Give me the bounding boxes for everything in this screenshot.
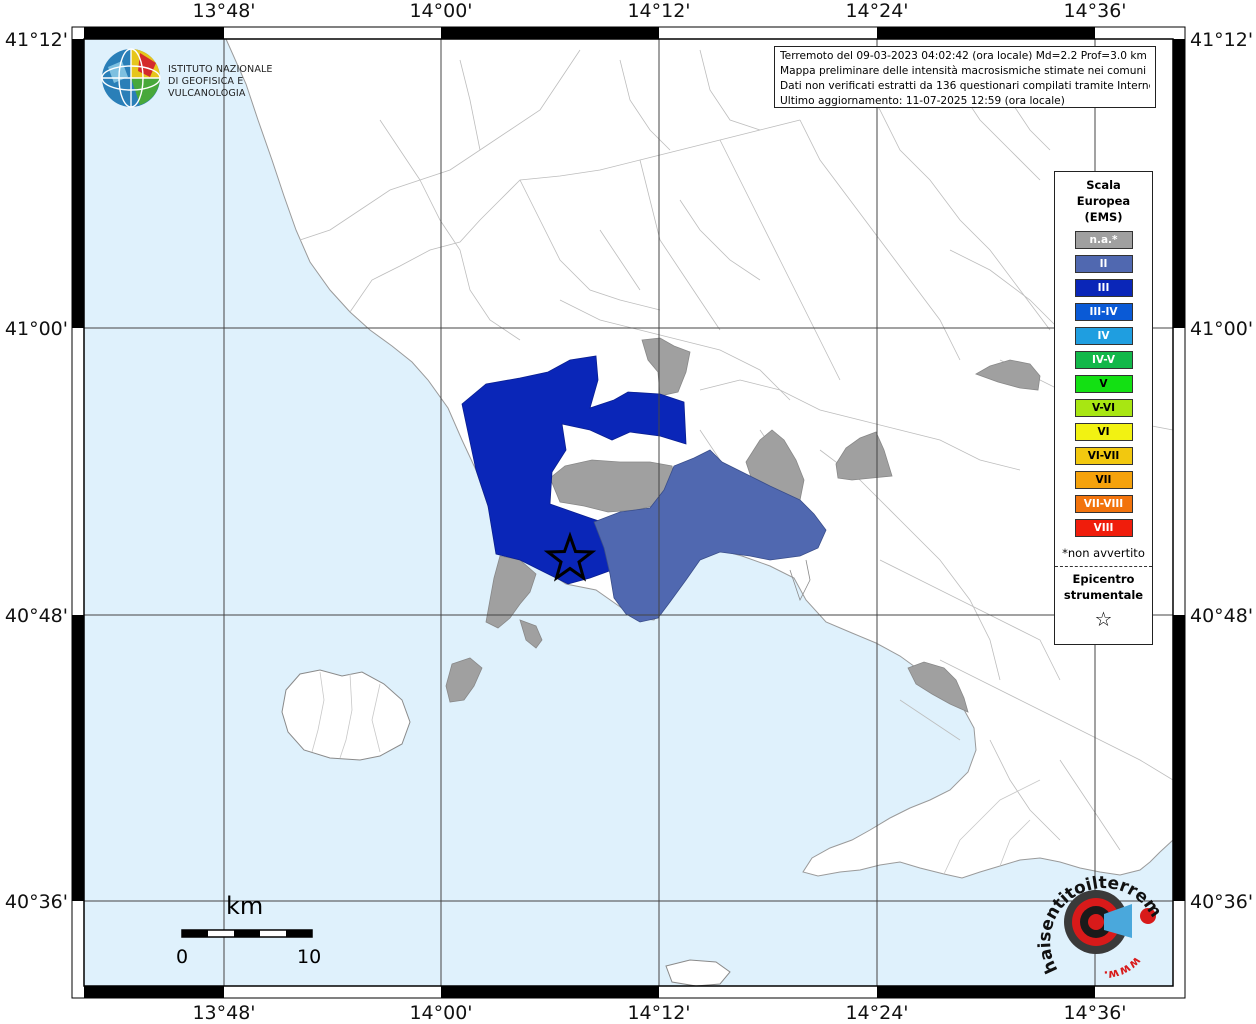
legend-swatches: n.a.* II III III-IV IV IV-V V V-VI VI VI-VII VII VI… bbox=[1055, 231, 1152, 537]
event-info-line: Mappa preliminare delle intensità macros… bbox=[780, 65, 1147, 77]
lon-label-top: 14°24' bbox=[845, 0, 908, 22]
top-longitude-labels: 13°48' 14°00' 14°12' 14°24' 14°36' bbox=[192, 0, 1126, 22]
event-info-line: Dati non verificati estratti da 136 ques… bbox=[780, 80, 1150, 92]
legend-title-line: Scala bbox=[1086, 178, 1121, 192]
ingv-globe-icon bbox=[101, 48, 161, 108]
legend-swatch: n.a.* bbox=[1074, 231, 1133, 249]
lat-label-right: 40°36' bbox=[1190, 891, 1253, 913]
legend-title-line: Europea bbox=[1076, 194, 1131, 208]
legend-swatch: VIII bbox=[1074, 519, 1133, 537]
lat-label-right: 41°00' bbox=[1190, 318, 1253, 340]
lat-label-left: 41°00' bbox=[5, 318, 68, 340]
ischia-boundaries bbox=[311, 671, 381, 759]
legend-swatch: VI-VII bbox=[1074, 447, 1133, 465]
lat-label-left: 40°36' bbox=[5, 891, 68, 913]
hai-sentito-il-terremoto-logo-icon: haisentitoilterremoto.it www. bbox=[1022, 837, 1168, 982]
epicenter-title-line: strumentale bbox=[1063, 588, 1144, 602]
legend-epicenter-star-icon: ☆ bbox=[1094, 607, 1113, 631]
legend-swatch: VII-VIII bbox=[1074, 495, 1133, 513]
legend-swatch: IV-V bbox=[1074, 351, 1133, 369]
peninsula-boundaries bbox=[943, 779, 1041, 875]
epicenter-star-icon bbox=[543, 531, 597, 582]
area-not-felt bbox=[445, 337, 1041, 713]
scale-min: 0 bbox=[176, 946, 189, 968]
ingv-name-line2: DI GEOFISICA E VULCANOLOGIA bbox=[168, 76, 246, 99]
lon-label-top: 13°48' bbox=[192, 0, 255, 22]
lat-label-left: 40°48' bbox=[5, 605, 68, 627]
legend-title-line: (EMS) bbox=[1084, 210, 1123, 224]
lon-label-bottom: 14°36' bbox=[1063, 1002, 1126, 1024]
lon-label-top: 14°36' bbox=[1063, 0, 1126, 22]
right-latitude-labels: 41°12' 41°00' 40°48' 40°36' bbox=[1190, 29, 1253, 913]
lon-label-bottom: 13°48' bbox=[192, 1002, 255, 1024]
lat-label-right: 40°48' bbox=[1190, 605, 1253, 627]
coastline-detail bbox=[789, 559, 811, 602]
event-info-box: Terremoto del 09-03-2023 04:02:42 (ora l… bbox=[774, 46, 1156, 108]
legend-swatch: V bbox=[1074, 375, 1133, 393]
left-latitude-labels: 41°12' 41°00' 40°48' 40°36' bbox=[5, 29, 68, 913]
legend-swatch: III bbox=[1074, 279, 1133, 297]
area-intensity-ii bbox=[593, 449, 827, 623]
lon-label-bottom: 14°24' bbox=[845, 1002, 908, 1024]
legend-swatch: VII bbox=[1074, 471, 1133, 489]
ingv-name-line1: ISTITUTO NAZIONALE bbox=[168, 64, 273, 75]
bottom-longitude-labels: 13°48' 14°00' 14°12' 14°24' 14°36' bbox=[192, 1002, 1126, 1024]
scale-unit: km bbox=[226, 892, 264, 920]
legend-swatch: III-IV bbox=[1074, 303, 1133, 321]
lon-label-bottom: 14°12' bbox=[627, 1002, 690, 1024]
event-info-line: Terremoto del 09-03-2023 04:02:42 (ora l… bbox=[780, 50, 1147, 62]
lat-label-left: 41°12' bbox=[5, 29, 68, 51]
scale-bar bbox=[181, 929, 313, 938]
lon-label-top: 14°12' bbox=[627, 0, 690, 22]
ems-legend: Scala Europea (EMS) n.a.* II III III-IV IV IV… bbox=[1054, 171, 1153, 645]
lat-label-right: 41°12' bbox=[1190, 29, 1253, 51]
scale-max: 10 bbox=[297, 946, 322, 968]
svg-text:www.: www. bbox=[1103, 954, 1144, 982]
lon-label-top: 14°00' bbox=[409, 0, 472, 22]
lon-label-bottom: 14°00' bbox=[409, 1002, 472, 1024]
legend-swatch: V-VI bbox=[1074, 399, 1133, 417]
map-frame bbox=[71, 26, 1186, 999]
legend-swatch: II bbox=[1074, 255, 1133, 273]
epicenter-title-line: Epicentro bbox=[1072, 572, 1135, 586]
ingv-logo: ISTITUTO NAZIONALE DI GEOFISICA E VULCAN… bbox=[100, 47, 320, 111]
legend-swatch: VI bbox=[1074, 423, 1133, 441]
island-capri bbox=[665, 959, 731, 987]
area-intensity-iii bbox=[461, 355, 687, 585]
legend-swatch: IV bbox=[1074, 327, 1133, 345]
watermark-url: www. bbox=[1103, 954, 1144, 982]
event-info-line: Ultimo aggiornamento: 11-07-2025 12:59 (… bbox=[780, 95, 1065, 107]
not-felt-note: *non avvertito bbox=[1055, 546, 1152, 567]
